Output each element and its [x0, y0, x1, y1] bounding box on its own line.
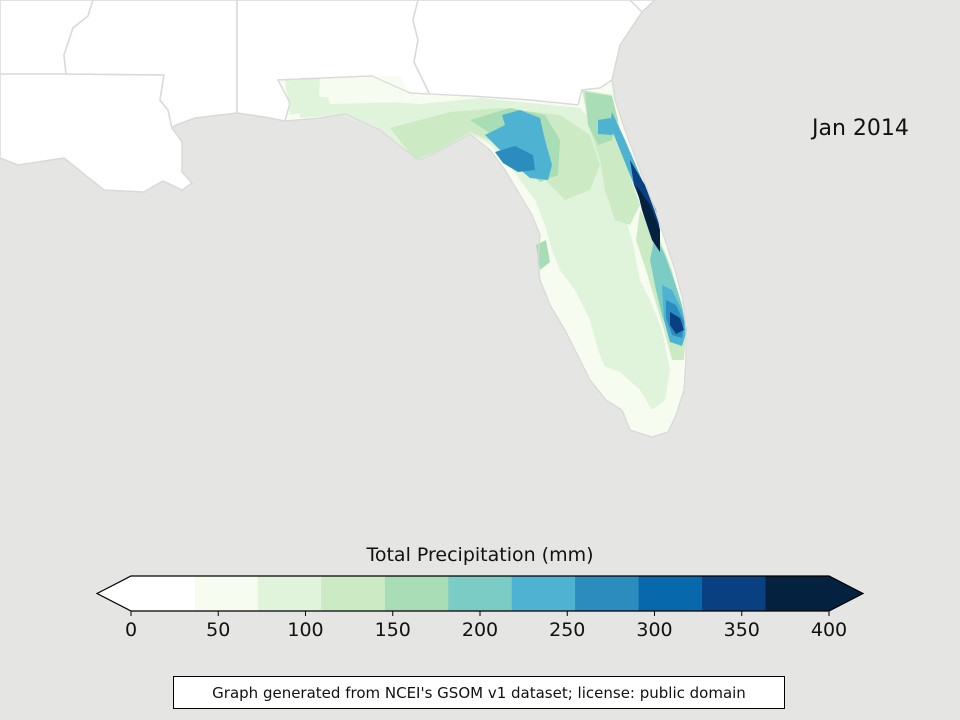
colorbar-bin [702, 576, 766, 611]
colorbar-tick-label: 100 [287, 619, 323, 641]
contour-over-coast [636, 185, 660, 252]
colorbar-tick-label: 400 [811, 619, 847, 641]
precipitation-map [0, 0, 687, 438]
contour-white-north [322, 76, 412, 104]
state-carolina [628, 0, 657, 14]
colorbar-bin [257, 576, 322, 611]
colorbar-bin [321, 576, 386, 611]
colorbar-bin [131, 576, 196, 611]
colorbar-tick-label: 350 [724, 619, 760, 641]
colorbar-tick-label: 200 [462, 619, 498, 641]
colorbar-title: Total Precipitation (mm) [366, 544, 594, 566]
state-mississippi [63, 0, 238, 130]
colorbar-extend-low [97, 576, 131, 611]
colorbar-tick-label: 0 [125, 619, 137, 641]
colorbar-bin [511, 576, 576, 611]
colorbar-tick-label: 250 [549, 619, 585, 641]
florida-outline [277, 75, 687, 438]
credit-box: Graph generated from NCEI's GSOM v1 data… [173, 676, 785, 709]
colorbar: 0 50 100 150 200 250 300 350 400 [95, 575, 865, 641]
colorbar-bin [575, 576, 640, 611]
contour-300-pan [485, 110, 552, 180]
colorbar-bin [638, 576, 703, 611]
colorbar-bin [384, 576, 449, 611]
colorbar-tick-label: 50 [206, 619, 230, 641]
colorbar-tick-label: 300 [636, 619, 672, 641]
colorbar-bin [448, 576, 513, 611]
date-label: Jan 2014 [812, 116, 909, 141]
colorbar-bin [765, 576, 830, 611]
colorbar-ticks: 0 50 100 150 200 250 300 350 400 [125, 611, 847, 641]
neighbor-states [0, 0, 657, 193]
colorbar-extend-high [829, 576, 863, 611]
precip-contours [285, 76, 687, 425]
contour-white-south [600, 365, 652, 425]
colorbar-bins [95, 575, 865, 612]
colorbar-bin [194, 576, 259, 611]
contour-100-north [285, 78, 320, 115]
contour-350-pan [495, 146, 535, 172]
colorbar-tick-label: 150 [375, 619, 411, 641]
contour-400-se [670, 312, 684, 334]
